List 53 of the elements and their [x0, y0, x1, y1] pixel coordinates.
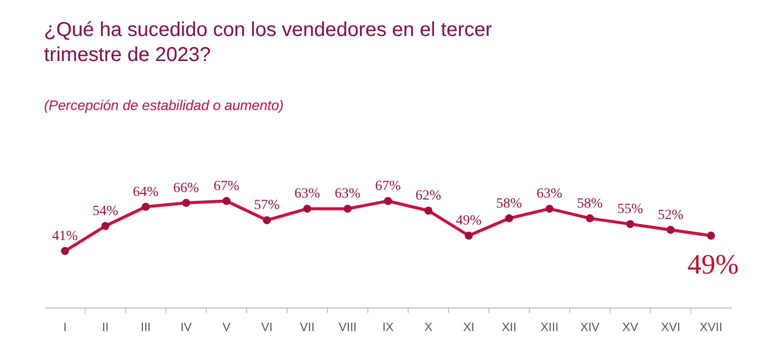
data-label: 67%	[375, 179, 402, 194]
x-tick-label: XVI	[660, 320, 680, 334]
x-tick-label: XII	[502, 320, 516, 334]
data-label: 54%	[92, 204, 119, 219]
data-label: 64%	[132, 184, 159, 200]
point	[546, 204, 554, 213]
data-label: 63%	[536, 186, 563, 202]
data-label: 63%	[334, 186, 361, 202]
x-tick-label: X	[424, 320, 432, 334]
x-tick-label: I	[63, 320, 67, 334]
x-tick-label: XI	[463, 320, 474, 334]
x-tick-label: VIII	[338, 320, 357, 334]
x-tick-label: XIII	[540, 320, 559, 334]
data-label: 57%	[254, 198, 280, 214]
point	[586, 214, 594, 222]
point	[384, 197, 392, 205]
point	[101, 222, 110, 230]
point	[142, 202, 150, 211]
point	[61, 247, 69, 255]
x-tick-label: XVII	[700, 320, 722, 334]
point	[424, 206, 432, 215]
point	[666, 226, 675, 234]
x-tick-label: XIV	[580, 320, 600, 334]
x-tick-label: IX	[382, 320, 394, 334]
x-tick-label: II	[102, 320, 109, 334]
data-label: 55%	[617, 202, 644, 218]
chart-title: ¿Qué ha sucedido con los vendedores en el tercer trimestre de 2023?	[44, 19, 492, 66]
data-label: 58%	[577, 196, 604, 212]
data-label: 66%	[173, 180, 200, 196]
x-tick-label: VII	[300, 320, 315, 334]
x-tick-label: V	[222, 320, 231, 334]
point	[626, 220, 634, 228]
data-label: 62%	[416, 188, 442, 204]
data-label: 67%	[214, 179, 240, 194]
point	[344, 204, 352, 213]
data-label: 49%	[456, 214, 482, 229]
x-tick-label: IV	[180, 320, 192, 334]
data-label: 41%	[52, 229, 78, 244]
x-tick-label: VI	[261, 320, 273, 334]
point	[222, 197, 230, 205]
data-label: 49%	[687, 250, 739, 281]
data-label: 63%	[294, 186, 320, 202]
point	[262, 216, 271, 224]
chart-subtitle: (Percepción de estabilidad o aumento)	[44, 97, 284, 113]
point	[707, 232, 715, 240]
point	[464, 232, 473, 240]
point	[182, 198, 190, 207]
point	[303, 204, 312, 213]
data-label: 58%	[496, 196, 522, 212]
x-tick-label: III	[140, 320, 151, 334]
data-label: 52%	[658, 208, 684, 223]
x-tick-label: XV	[622, 320, 638, 334]
point	[505, 214, 514, 222]
